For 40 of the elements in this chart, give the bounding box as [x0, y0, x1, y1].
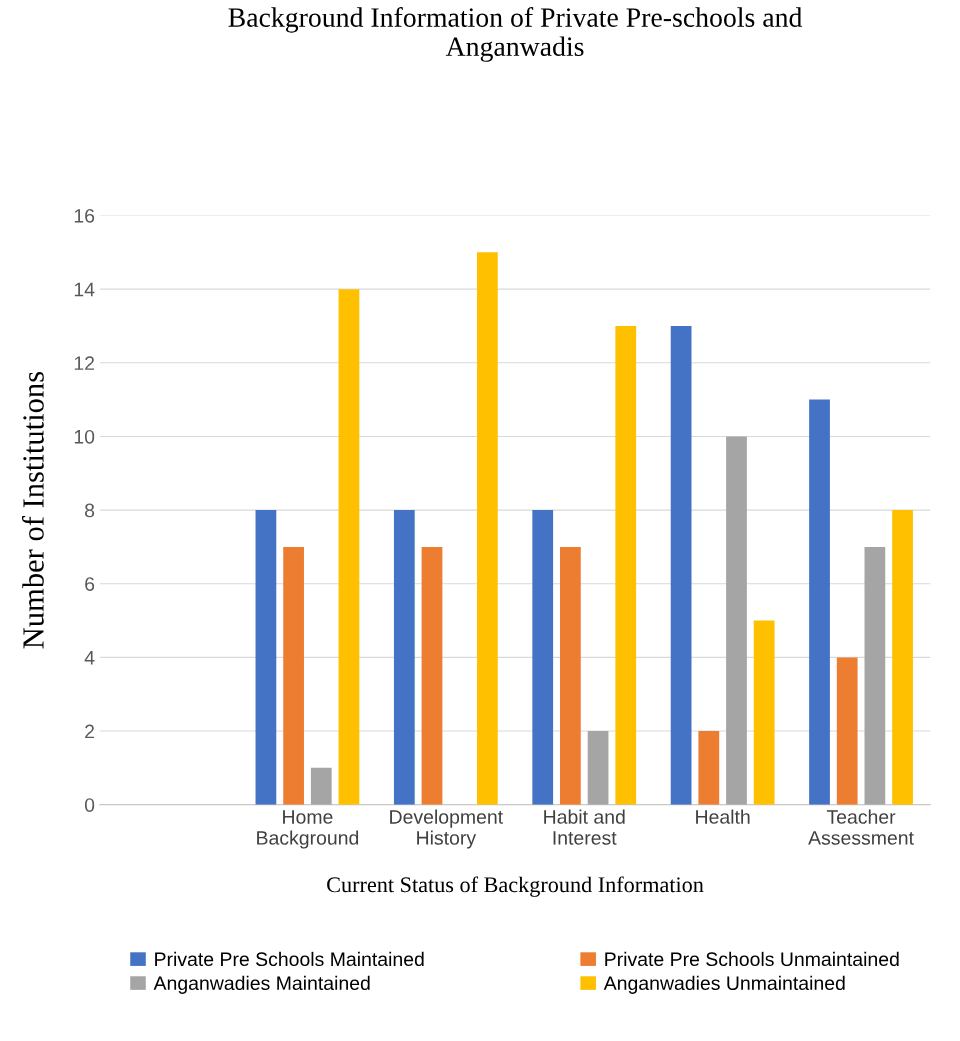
x-tick-label: Health [696, 809, 750, 824]
legend-label: Anganwadies Maintained [153, 975, 370, 994]
x-tick-label: Development History [390, 809, 503, 849]
bar [836, 657, 858, 805]
bar [393, 510, 415, 805]
bar [255, 510, 277, 805]
y-tick-label: 0 [84, 798, 95, 812]
bar [587, 731, 609, 805]
bar [670, 325, 692, 805]
bar [892, 510, 913, 805]
bar [753, 620, 775, 805]
legend-label: Private Pre Schools Maintained [155, 951, 424, 967]
x-tick-label: Home Background [257, 810, 359, 849]
y-tick-label: 4 [84, 651, 95, 665]
x-tick-label: Teacher Assessment [808, 809, 914, 845]
x-tick-label: Habit and Interest [544, 809, 625, 845]
y-tick-label: 12 [74, 356, 94, 370]
bar [310, 767, 332, 805]
legend-label: Private Pre Schools Unmaintained [605, 951, 899, 967]
bar [864, 546, 886, 805]
legend-label: Anganwadies Unmaintained [603, 975, 845, 994]
y-axis-title: Number of Institutions [22, 372, 44, 649]
bar [726, 436, 747, 805]
y-tick-label: 10 [74, 429, 95, 444]
bar [283, 546, 304, 805]
bar [476, 252, 498, 805]
bar [338, 289, 360, 805]
bar [560, 546, 581, 805]
bar [809, 399, 830, 805]
bar [698, 731, 720, 805]
bar [615, 325, 637, 805]
x-axis-title: Current Status of Background Information [327, 876, 704, 897]
chart-title: Background Information of Private Pre-schools and Anganwadis [228, 7, 803, 62]
y-tick-label: 16 [74, 208, 95, 223]
y-tick-label: 2 [85, 724, 94, 739]
y-tick-label: 8 [85, 503, 95, 518]
y-tick-label: 6 [85, 577, 95, 591]
bar [421, 546, 443, 805]
bar [532, 510, 554, 805]
y-tick-label: 14 [74, 282, 95, 297]
